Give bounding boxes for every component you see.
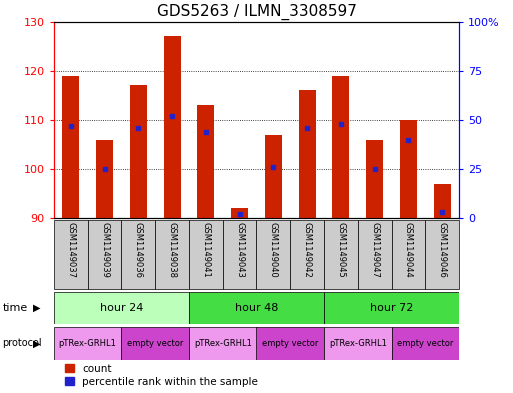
- Bar: [54, 292, 189, 324]
- Text: GSM1149047: GSM1149047: [370, 222, 379, 278]
- Bar: [88, 220, 122, 289]
- Bar: [256, 327, 324, 360]
- Text: hour 24: hour 24: [100, 303, 143, 313]
- Text: GSM1149044: GSM1149044: [404, 222, 413, 278]
- Text: GSM1149036: GSM1149036: [134, 222, 143, 278]
- Bar: [324, 327, 391, 360]
- Text: hour 48: hour 48: [235, 303, 278, 313]
- Bar: [324, 292, 459, 324]
- Text: empty vector: empty vector: [397, 339, 453, 348]
- Text: GSM1149038: GSM1149038: [168, 222, 176, 278]
- Bar: [299, 90, 315, 218]
- Text: empty vector: empty vector: [262, 339, 319, 348]
- Bar: [265, 134, 282, 218]
- Bar: [198, 105, 214, 218]
- Text: GSM1149042: GSM1149042: [303, 222, 312, 278]
- Bar: [324, 220, 358, 289]
- Text: GSM1149041: GSM1149041: [201, 222, 210, 278]
- Text: hour 72: hour 72: [370, 303, 413, 313]
- Text: GSM1149043: GSM1149043: [235, 222, 244, 278]
- Title: GDS5263 / ILMN_3308597: GDS5263 / ILMN_3308597: [156, 4, 357, 20]
- Text: GSM1149045: GSM1149045: [337, 222, 345, 278]
- Bar: [332, 75, 349, 218]
- Text: pTRex-GRHL1: pTRex-GRHL1: [329, 339, 387, 348]
- Bar: [189, 327, 256, 360]
- Bar: [391, 220, 425, 289]
- Legend: count, percentile rank within the sample: count, percentile rank within the sample: [64, 363, 259, 388]
- Bar: [130, 85, 147, 218]
- Text: GSM1149040: GSM1149040: [269, 222, 278, 278]
- Bar: [54, 327, 122, 360]
- Bar: [122, 327, 189, 360]
- Text: time: time: [3, 303, 28, 313]
- Text: GSM1149046: GSM1149046: [438, 222, 447, 278]
- Bar: [400, 120, 417, 218]
- Text: ▶: ▶: [33, 303, 41, 313]
- Bar: [164, 36, 181, 218]
- Bar: [290, 220, 324, 289]
- Bar: [223, 220, 256, 289]
- Bar: [231, 208, 248, 218]
- Text: GSM1149039: GSM1149039: [100, 222, 109, 278]
- Bar: [155, 220, 189, 289]
- Text: GSM1149037: GSM1149037: [66, 222, 75, 278]
- Text: ▶: ▶: [33, 338, 41, 349]
- Bar: [434, 184, 451, 218]
- Bar: [62, 75, 79, 218]
- Bar: [391, 327, 459, 360]
- Bar: [189, 292, 324, 324]
- Bar: [96, 140, 113, 218]
- Bar: [189, 220, 223, 289]
- Text: pTRex-GRHL1: pTRex-GRHL1: [194, 339, 252, 348]
- Bar: [358, 220, 391, 289]
- Bar: [425, 220, 459, 289]
- Bar: [256, 220, 290, 289]
- Bar: [366, 140, 383, 218]
- Text: pTRex-GRHL1: pTRex-GRHL1: [58, 339, 116, 348]
- Text: protocol: protocol: [3, 338, 42, 349]
- Text: empty vector: empty vector: [127, 339, 183, 348]
- Bar: [54, 220, 88, 289]
- Bar: [122, 220, 155, 289]
